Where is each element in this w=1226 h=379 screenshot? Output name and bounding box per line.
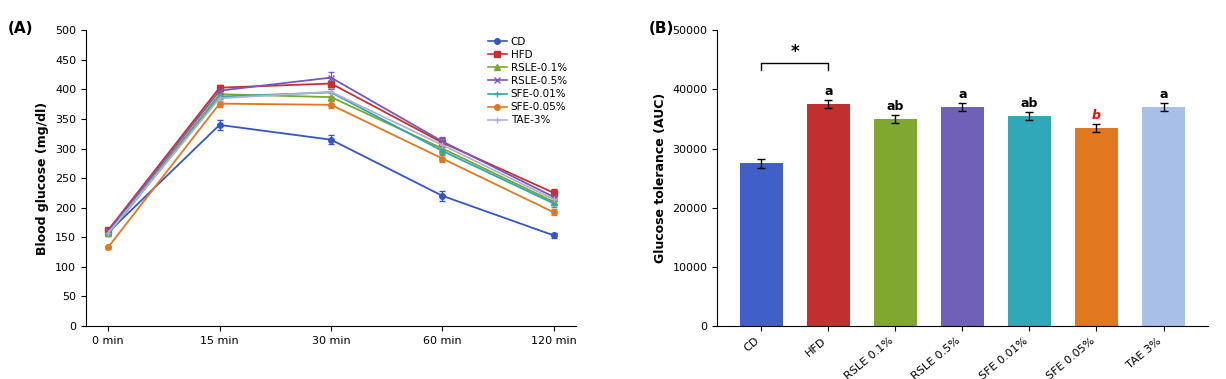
Text: ab: ab	[886, 100, 904, 113]
Y-axis label: Blood glucose (mg/dl): Blood glucose (mg/dl)	[37, 102, 49, 255]
Text: b: b	[1092, 109, 1101, 122]
Bar	[940, 107, 984, 326]
Text: (A): (A)	[7, 22, 33, 36]
Legend: CD, HFD, RSLE-0.1%, RSLE-0.5%, SFE-0.01%, SFE-0.05%, TAE-3%: CD, HFD, RSLE-0.1%, RSLE-0.5%, SFE-0.01%…	[483, 33, 571, 130]
Text: a: a	[824, 85, 832, 98]
Bar	[807, 104, 850, 326]
Text: a: a	[1160, 88, 1168, 101]
Bar	[1141, 107, 1186, 326]
Text: a: a	[959, 88, 966, 101]
Bar	[874, 119, 917, 326]
Y-axis label: Glucose tolerance (AUC): Glucose tolerance (AUC)	[653, 93, 667, 263]
Bar	[1075, 128, 1118, 326]
Bar	[1008, 116, 1051, 326]
Text: *: *	[791, 43, 799, 61]
Text: (B): (B)	[649, 22, 674, 36]
Bar	[739, 163, 783, 326]
Text: ab: ab	[1021, 97, 1038, 110]
